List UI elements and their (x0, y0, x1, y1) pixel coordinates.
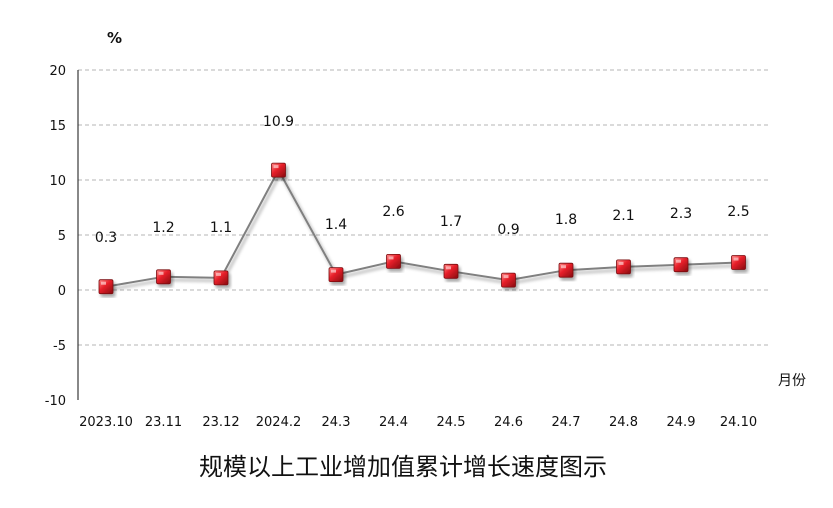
data-label: 0.3 (95, 230, 117, 246)
x-axis-unit-label: 月份 (778, 373, 806, 389)
chart-title: 规模以上工业增加值累计增长速度图示 (199, 453, 607, 481)
series-markers (98, 162, 746, 295)
x-tick-label: 2023.10 (79, 415, 133, 430)
x-tick-label: 24.6 (494, 415, 523, 430)
axes: % 月份 (77, 29, 806, 400)
data-point-marker (616, 259, 631, 275)
x-tick-label: 2024.2 (256, 415, 302, 430)
y-tick-label: 10 (49, 174, 66, 189)
data-label: 10.9 (263, 114, 294, 130)
data-label: 1.8 (555, 212, 577, 228)
data-label: 2.1 (612, 208, 634, 224)
data-label: 1.7 (440, 214, 462, 230)
x-tick-label: 24.3 (322, 415, 351, 430)
gridlines (78, 69, 768, 346)
x-tick-label: 24.5 (437, 415, 466, 430)
x-tick-label: 24.8 (609, 415, 638, 430)
data-label: 1.1 (210, 220, 232, 236)
x-tick-labels: 2023.10 23.11 23.12 2024.2 24.3 24.4 24.5 24.6 2… (79, 415, 757, 430)
data-point-marker (156, 269, 171, 285)
x-tick-label: 24.4 (379, 415, 408, 430)
y-tick-label: -10 (45, 394, 66, 409)
x-tick-label: 24.7 (552, 415, 581, 430)
data-point-marker (443, 263, 459, 279)
data-label: 1.2 (152, 220, 174, 236)
series-line-group (105, 169, 739, 288)
data-point-marker (386, 253, 401, 269)
data-point-marker (213, 270, 229, 286)
y-tick-labels: -10 -5 0 5 10 15 20 (45, 64, 66, 409)
data-point-marker (98, 279, 114, 295)
data-point-marker (328, 267, 344, 283)
data-label: 2.3 (670, 206, 692, 222)
data-point-marker (731, 255, 746, 270)
x-tick-label: 24.9 (667, 415, 696, 430)
y-tick-label: 15 (49, 119, 66, 134)
data-point-marker (501, 272, 516, 288)
data-label: 2.5 (727, 204, 749, 220)
data-label: 0.9 (497, 222, 519, 238)
data-point-marker (673, 257, 689, 273)
data-label: 2.6 (382, 204, 404, 220)
x-tick-label: 23.11 (145, 415, 182, 430)
series-line (105, 169, 739, 288)
y-tick-label: 5 (58, 229, 66, 244)
x-tick-label: 23.12 (202, 415, 239, 430)
y-tick-label: 20 (49, 64, 66, 79)
y-tick-label: -5 (53, 339, 66, 354)
data-label: 1.4 (325, 217, 347, 233)
data-point-marker (271, 162, 286, 178)
y-axis-unit-label: % (107, 29, 122, 47)
data-point-marker (558, 262, 574, 278)
y-tick-label: 0 (58, 284, 66, 299)
x-tick-label: 24.10 (720, 415, 757, 430)
data-labels: 0.3 1.2 1.1 10.9 1.4 2.6 1.7 0.9 1.8 2.1 2.3 2.5 (95, 114, 750, 246)
